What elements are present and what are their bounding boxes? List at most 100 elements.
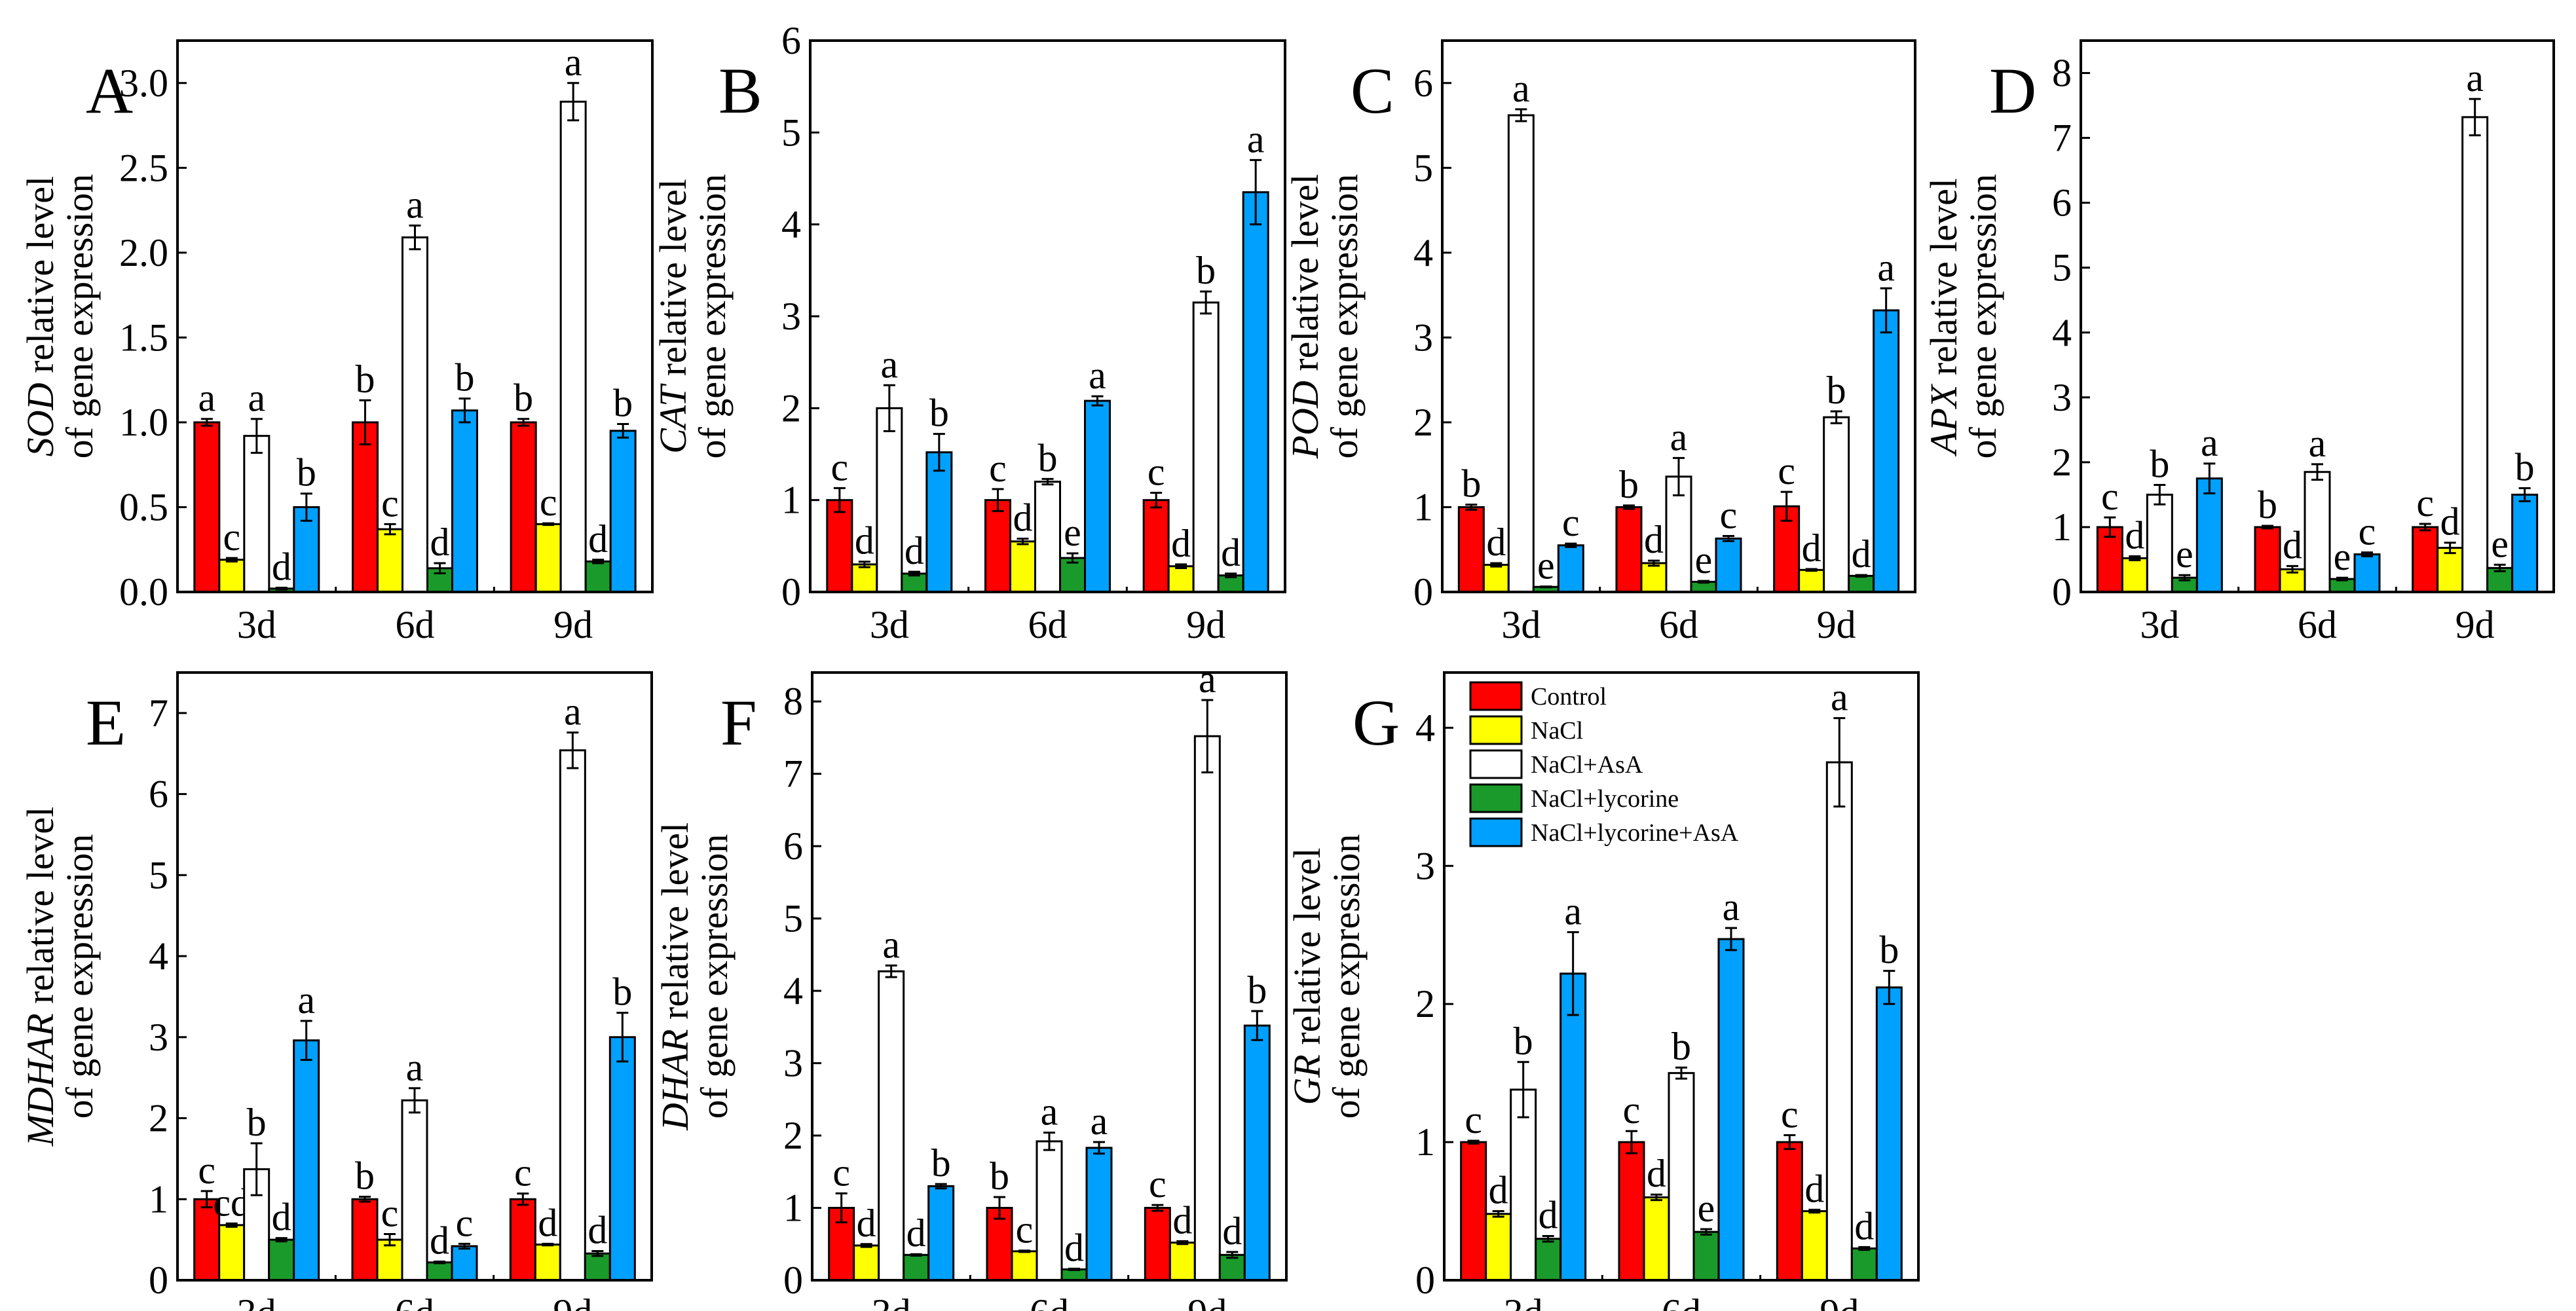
y-tick-label: 0 (783, 1259, 803, 1302)
significance-letter: b (1879, 929, 1899, 972)
x-tick-label: 9d (1817, 603, 1856, 646)
significance-letter: b (1461, 462, 1481, 506)
bar-nacl-asa-9d (559, 749, 586, 1282)
significance-letter: a (1089, 354, 1106, 397)
x-tick-label: 9d (2455, 603, 2495, 646)
y-axis-label-rest: relative level (1284, 174, 1326, 381)
y-tick-label: 6 (149, 773, 168, 816)
x-tick-label: 9d (1187, 1291, 1227, 1311)
significance-letter: d (2440, 500, 2460, 544)
significance-letter: c (1148, 450, 1165, 493)
significance-letter: e (2491, 522, 2509, 565)
significance-letter: d (430, 1219, 449, 1263)
bar-nacl-lycorine-3d (903, 1253, 930, 1282)
significance-letter: d (272, 1196, 291, 1239)
bar-nacl-asa-3d (1510, 1088, 1537, 1282)
significance-letter: a (1831, 676, 1848, 719)
bar-nacl-6d (1643, 1196, 1670, 1282)
bar-nacl-3d (218, 559, 246, 593)
bar-nacl-asa-9d (1193, 735, 1221, 1282)
x-tick-label: 6d (2298, 603, 2337, 646)
y-tick-label: 2 (1415, 982, 1435, 1025)
bar-nacl-3d (1482, 564, 1510, 593)
bar-control-6d (352, 421, 379, 593)
bar-control-9d (509, 1198, 536, 1282)
y-tick-label: 2 (1413, 401, 1433, 444)
y-axis-label-line2: of gene expression (58, 174, 101, 459)
bar-control-6d (351, 1198, 379, 1282)
y-tick-label: 7 (149, 692, 168, 735)
y-tick-label: 6 (783, 824, 803, 868)
y-tick-label: 4 (149, 934, 168, 978)
bar-nacl-lycorine-asa-9d (608, 1036, 636, 1282)
legend-swatch (1469, 681, 1523, 711)
significance-letter: b (513, 377, 533, 420)
significance-letter: b (2515, 446, 2535, 489)
significance-letter: d (588, 1208, 607, 1251)
significance-letter: b (2150, 443, 2169, 486)
y-tick-label: 0 (1413, 570, 1433, 614)
bar-control-6d (1615, 506, 1643, 593)
plot-frame (809, 39, 1286, 593)
significance-letter: a (1723, 885, 1740, 929)
bar-nacl-lycorine-asa-6d (1715, 537, 1742, 593)
bar-nacl-lycorine-asa-6d (1717, 938, 1745, 1282)
x-tick-label: 9d (553, 603, 593, 646)
significance-letter: d (2283, 523, 2302, 566)
significance-letter: b (297, 451, 316, 494)
significance-letter: d (1802, 526, 1821, 570)
bar-nacl-lycorine-asa-9d (1243, 1024, 1271, 1282)
significance-letter: b (990, 1154, 1009, 1198)
y-tick-label: 1 (2052, 506, 2072, 549)
x-tick-label: 3d (872, 1291, 911, 1311)
x-tick-label: 9d (553, 1291, 592, 1311)
significance-letter: a (2201, 421, 2218, 464)
significance-letter: a (248, 377, 266, 420)
significance-letter: b (355, 1154, 375, 1198)
panel-letter: D (1989, 54, 2036, 127)
y-tick-label: 1.5 (119, 316, 168, 359)
x-tick-label: 3d (237, 603, 276, 646)
significance-letter: c (989, 447, 1007, 490)
bar-nacl-3d (1485, 1213, 1512, 1282)
significance-letter: a (881, 342, 899, 386)
significance-letter: a (1041, 1090, 1058, 1134)
y-tick-label: 3 (781, 295, 801, 338)
y-tick-label: 5 (783, 897, 803, 940)
bar-nacl-lycorine-asa-3d (293, 1039, 320, 1282)
x-tick-label: 6d (395, 1291, 434, 1311)
y-axis-gene-name: CAT (652, 383, 694, 454)
significance-letter: a (2309, 422, 2326, 465)
y-tick-label: 1 (781, 479, 801, 522)
y-tick-label: 3 (783, 1042, 803, 1085)
bar-nacl-asa-9d (559, 100, 587, 593)
y-axis-label: POD relative level (1284, 174, 1326, 460)
bar-control-6d (984, 499, 1011, 593)
y-tick-label: 1 (783, 1187, 803, 1230)
significance-letter: d (1852, 532, 1871, 576)
bar-nacl-3d (218, 1224, 246, 1282)
significance-letter: c (1149, 1162, 1167, 1206)
significance-letter: c (2416, 481, 2434, 525)
y-axis-label-rest: relative level (19, 807, 62, 1014)
significance-letter: b (1671, 1025, 1691, 1068)
bar-nacl-lycorine-asa-6d (1085, 1147, 1113, 1282)
bar-control-6d (2254, 526, 2281, 593)
significance-letter: e (1698, 1187, 1715, 1230)
y-tick-label: 0.0 (119, 570, 168, 614)
y-tick-label: 4 (1413, 231, 1433, 274)
significance-letter: c (514, 1151, 532, 1194)
bar-nacl-asa-3d (878, 970, 905, 1282)
significance-letter: b (1196, 249, 1216, 292)
plot-frame (1441, 39, 1916, 593)
bar-nacl-9d (2436, 547, 2464, 593)
panel-letter: E (86, 686, 126, 759)
significance-letter: e (1695, 538, 1713, 582)
y-axis-label: CAT relative level (652, 179, 694, 454)
bar-nacl-asa-9d (2461, 116, 2489, 593)
bar-nacl-lycorine-asa-9d (1875, 986, 1903, 1282)
significance-letter: b (1514, 1020, 1533, 1063)
